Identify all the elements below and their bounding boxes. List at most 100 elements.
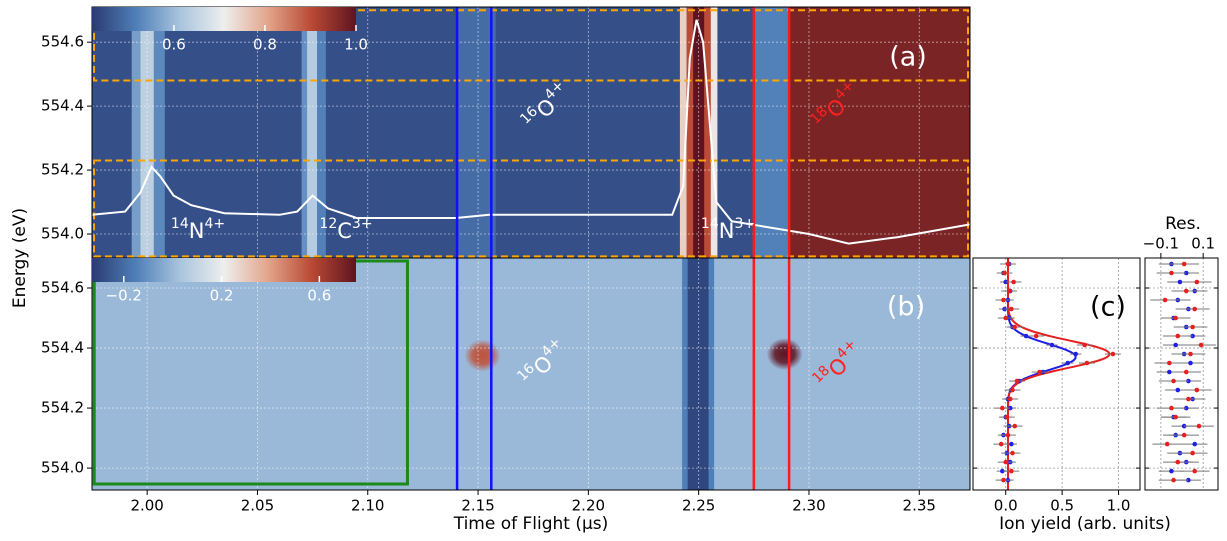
spectrum-line [91,19,971,245]
data-point [1065,360,1071,366]
ion-charge: 3+ [734,216,755,232]
ion-element: C [337,219,352,243]
data-point [1164,441,1170,447]
heatmap-cell [714,258,971,490]
data-point [1003,459,1009,465]
colorbar-tick-label: −0.2 [106,287,142,305]
data-point [1173,315,1178,321]
data-point [1173,342,1178,348]
heatmap-cell [301,7,308,258]
ion-charge: 4+ [204,216,225,232]
residual-title: Res. [1165,214,1201,234]
data-point [1173,414,1178,420]
heatmap-cell [682,258,689,490]
data-point [1000,468,1005,474]
data-point [1190,450,1195,456]
data-point [1004,414,1010,420]
data-point [1181,432,1187,438]
heatmap-cell [164,7,303,258]
x-tick-label: 0.1 [1191,235,1215,253]
data-point [1162,297,1168,303]
data-point [1010,387,1015,393]
heatmap-cell [789,7,971,258]
data-point [1010,450,1015,456]
data-point [1192,306,1198,312]
data-point [1000,405,1005,411]
data-point [1012,324,1018,330]
data-point [1188,351,1193,357]
axes-frame [1144,257,1219,491]
data-point [1171,378,1176,384]
data-point [1192,468,1198,474]
data-point [1181,261,1187,267]
data-point [1196,423,1202,429]
data-point [1084,360,1090,366]
data-point [1009,468,1014,474]
colorbar-tick-label: 0.6 [162,36,186,54]
x-axis-label: Time of Flight (μs) [453,514,609,534]
heatmap-cell [708,258,715,490]
data-point [1005,261,1011,267]
data-point [1169,468,1174,474]
x-tick-label: 2.35 [903,497,936,515]
axes-background [1145,258,1218,490]
x-tick-label: 2.10 [351,497,384,515]
data-point [1001,477,1006,483]
x-tick-label: 1.0 [1107,497,1131,515]
ion-mass: 12 [319,216,337,232]
ion-mass: 14 [171,216,189,232]
x-tick-label: 2.25 [682,497,715,515]
data-point [1009,441,1014,447]
data-point [1194,279,1200,285]
data-point [1014,378,1020,384]
x-tick-label: 2.05 [241,497,274,515]
data-point [1186,396,1191,402]
data-point [1190,324,1195,330]
heatmap-cell [153,7,166,258]
data-point [1011,279,1016,285]
x-tick-label: 2.30 [792,497,825,515]
panel-label: (c) [1090,292,1126,323]
y-tick-label: 554.6 [41,33,84,51]
data-point [1007,396,1013,402]
x-tick-label: 0.0 [994,497,1018,515]
panel-label: (a) [889,42,927,73]
heatmap-cell [686,7,694,258]
data-point [1167,360,1172,366]
ion-label: 12C3+ [319,216,372,243]
data-point [1006,288,1012,294]
data-point [1073,351,1078,357]
heatmap-spot [766,338,803,371]
x-tick-label: 2.00 [130,497,163,515]
data-point [1181,423,1187,429]
y-tick-label: 554.2 [41,161,84,179]
axes-background [973,258,1140,490]
heatmap-cell [679,7,688,258]
data-point [1037,369,1042,375]
data-point [1110,351,1116,357]
colorbar-tick-label: 0.2 [210,287,234,305]
heatmap-cell [325,7,457,258]
ion-label: 14N3+ [701,216,755,243]
ion-element: N [189,219,205,243]
heatmap-cell [92,258,683,490]
data-point [1001,297,1006,303]
data-point [1188,360,1193,366]
data-point [1192,441,1198,447]
data-point [998,441,1004,447]
x-tick-label: 0.5 [1050,497,1074,515]
y-tick-label: 554.2 [41,399,84,417]
heatmap-spot [464,339,501,372]
x-axis-label: Ion yield (arb. units) [999,514,1171,534]
y-axis-label: Energy (eV) [10,208,30,308]
heatmap-cell [710,7,718,258]
data-point [1003,315,1009,321]
colorbar [92,7,356,31]
ion-charge: 3+ [352,216,373,232]
data-point [1002,270,1007,276]
data-point [1171,477,1176,483]
heatmap-cell [753,7,790,258]
